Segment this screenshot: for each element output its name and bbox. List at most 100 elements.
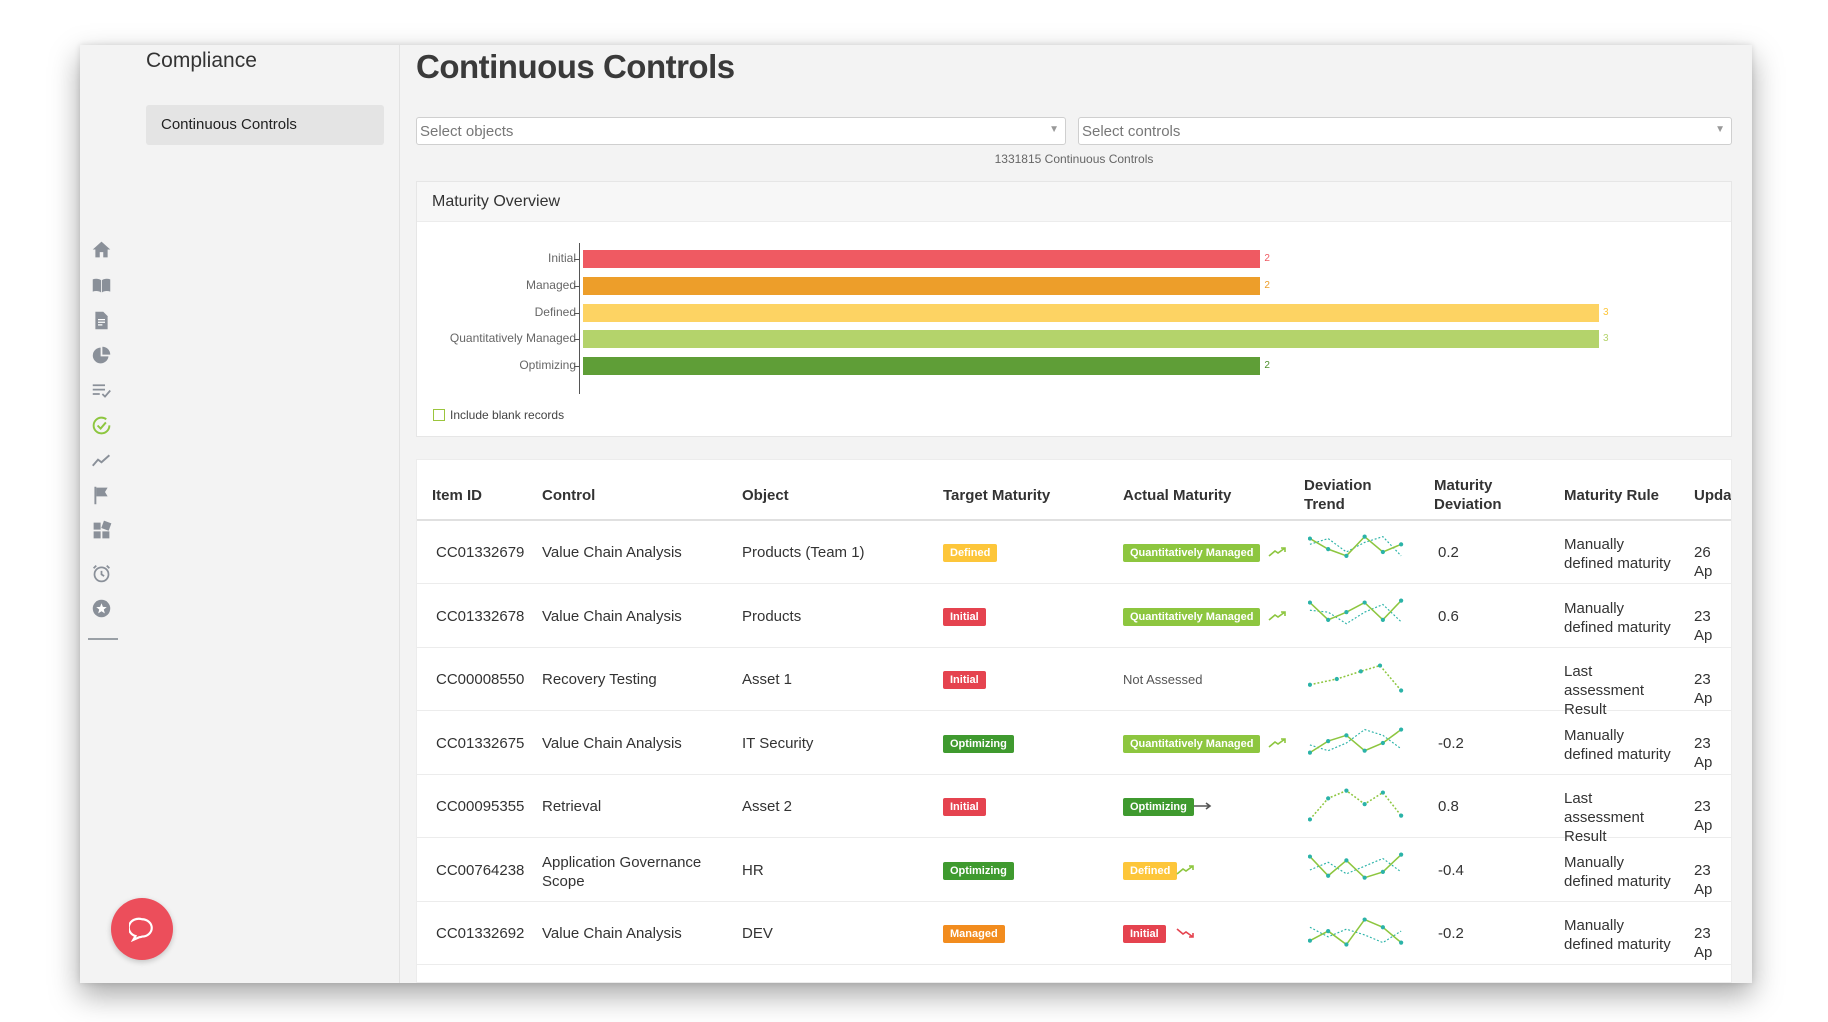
actual-maturity-badge: Optimizing [1123, 798, 1194, 816]
table-row[interactable]: CC01332692 Value Chain Analysis DEV Managed… [417, 902, 1731, 965]
axis-tick [574, 366, 579, 367]
axis-tick [574, 286, 579, 287]
trend-up-icon [1268, 737, 1286, 748]
maturity-deviation-cell: -0.2 [1438, 734, 1464, 752]
category-label: Defined [534, 305, 576, 319]
bar-optimizing[interactable] [583, 357, 1261, 375]
table-row[interactable]: CC01332679 Value Chain Analysis Products (… [417, 521, 1731, 584]
updated-cell: 26 Ap [1694, 544, 1713, 580]
table-row[interactable]: CC00008550 Recovery Testing Asset 1 Initial… [417, 648, 1731, 718]
chevron-down-icon: ▼ [1715, 124, 1725, 135]
bar-defined[interactable] [583, 304, 1599, 322]
book-icon[interactable] [89, 273, 113, 297]
select-controls-dropdown[interactable]: Select controls ▼ [1078, 117, 1732, 145]
bar-value-label: 2 [1264, 360, 1270, 371]
col-object[interactable]: Object [742, 487, 789, 504]
target-maturity-badge: Managed [943, 925, 1005, 943]
item-id-cell: CC01332679 [436, 544, 525, 561]
object-cell: DEV [742, 925, 773, 942]
trend-icon[interactable] [89, 448, 113, 472]
select-objects-placeholder: Select objects [420, 123, 514, 140]
pie-chart-icon[interactable] [89, 343, 113, 367]
maturity-rule-cell: Last assessment Result [1564, 663, 1645, 718]
checklist-icon[interactable] [89, 378, 113, 402]
maturity-rule-cell: Manually defined maturity [1564, 917, 1671, 953]
object-cell: IT Security [742, 734, 814, 752]
include-blank-checkbox[interactable] [433, 409, 445, 421]
document-icon[interactable] [89, 308, 113, 332]
bar-value-label: 2 [1264, 253, 1270, 264]
flag-icon[interactable] [89, 483, 113, 507]
alarm-icon[interactable] [89, 561, 113, 585]
trend-up-icon [1268, 547, 1286, 557]
deviation-sparkline [1308, 788, 1404, 822]
actual-maturity-badge: Quantitatively Managed [1123, 544, 1261, 562]
item-id-cell: CC01332678 [436, 607, 525, 625]
updated-cell: 23 Ap [1694, 798, 1713, 834]
sidebar-title: Compliance [146, 49, 257, 72]
bar-initial[interactable] [583, 250, 1261, 268]
actual-maturity-badge: Defined [1123, 861, 1178, 880]
compliance-check-icon[interactable] [89, 413, 113, 437]
bar-quantitatively-managed[interactable] [583, 330, 1599, 348]
table-header: Item ID Control Object Target Maturity A… [417, 460, 1731, 521]
object-cell: Products (Team 1) [742, 544, 865, 561]
item-id-cell: CC00095355 [436, 798, 525, 815]
chart-axis [579, 243, 580, 394]
col-target-maturity[interactable]: Target Maturity [943, 487, 1051, 504]
include-blank-label: Include blank records [450, 408, 565, 422]
dashboard-icon[interactable] [89, 518, 113, 542]
star-icon[interactable] [89, 596, 113, 620]
maturity-rule-cell: Manually defined maturity [1564, 853, 1671, 890]
control-cell: Value Chain Analysis [542, 925, 682, 942]
actual-maturity-badge: Quantitatively Managed [1123, 607, 1261, 626]
col-maturity-deviation[interactable]: Maturity Deviation [1434, 477, 1502, 513]
page-title: Continuous Controls [416, 48, 735, 85]
item-id-cell: CC00008550 [436, 671, 525, 688]
col-updated[interactable]: Upda [1694, 487, 1732, 504]
control-cell: Application Governance Scope [542, 853, 702, 890]
col-deviation-trend[interactable]: Deviation Trend [1304, 477, 1372, 513]
maturity-rule-cell: Manually defined maturity [1564, 536, 1671, 572]
table-row[interactable]: CC00095355 Retrieval Asset 2 Initial Optimiz… [417, 775, 1731, 845]
control-cell: Value Chain Analysis [542, 734, 682, 752]
deviation-sparkline [1308, 917, 1404, 947]
maturity-deviation-cell: 0.2 [1438, 544, 1459, 561]
record-count: 1331815 Continuous Controls [994, 152, 1154, 166]
sidebar-item-continuous-controls[interactable]: Continuous Controls [146, 105, 384, 145]
target-maturity-badge: Initial [943, 798, 986, 816]
trend-up-icon [1176, 864, 1194, 875]
table-row[interactable]: CC01332675 Value Chain Analysis IT Securit… [417, 712, 1731, 775]
item-id-cell: CC01332675 [436, 734, 525, 752]
maturity-rule-cell: Last assessment Result [1564, 790, 1645, 845]
table-row[interactable]: CC00764238 Application Governance Scope HR… [417, 839, 1731, 902]
bar-value-label: 2 [1264, 280, 1270, 291]
control-cell: Value Chain Analysis [542, 544, 682, 561]
deviation-sparkline [1308, 534, 1404, 558]
category-label: Managed [525, 278, 576, 292]
include-blank-records-option[interactable]: Include blank records [433, 408, 564, 422]
maturity-rule-cell: Manually defined maturity [1564, 726, 1671, 763]
col-actual-maturity[interactable]: Actual Maturity [1123, 487, 1232, 504]
deviation-sparkline [1308, 852, 1404, 880]
deviation-sparkline [1308, 598, 1404, 624]
category-label: Quantitatively Managed [449, 331, 576, 345]
col-maturity-rule[interactable]: Maturity Rule [1564, 487, 1660, 504]
target-maturity-badge: Defined [943, 544, 998, 562]
home-icon[interactable] [89, 237, 113, 261]
col-item-id[interactable]: Item ID [432, 487, 483, 504]
controls-table: Item ID Control Object Target Maturity A… [416, 459, 1732, 983]
maturity-overview-title: Maturity Overview [417, 182, 1731, 222]
col-control[interactable]: Control [542, 487, 596, 504]
trend-up-icon [1268, 610, 1286, 621]
table-row[interactable]: CC01332678 Value Chain Analysis Products In… [417, 585, 1731, 648]
target-maturity-badge: Initial [943, 671, 986, 689]
main-content: Continuous Controls Select objects ▼ Sel… [416, 45, 1752, 983]
bar-managed[interactable] [583, 277, 1261, 295]
item-id-cell: CC01332692 [436, 925, 525, 942]
maturity-overview-panel: Maturity Overview Initial 2 Managed 2 Define… [416, 181, 1732, 437]
select-objects-dropdown[interactable]: Select objects ▼ [416, 117, 1066, 145]
chat-bubble-icon [129, 917, 153, 942]
sidebar-divider [399, 45, 400, 983]
chat-button[interactable] [111, 898, 173, 960]
